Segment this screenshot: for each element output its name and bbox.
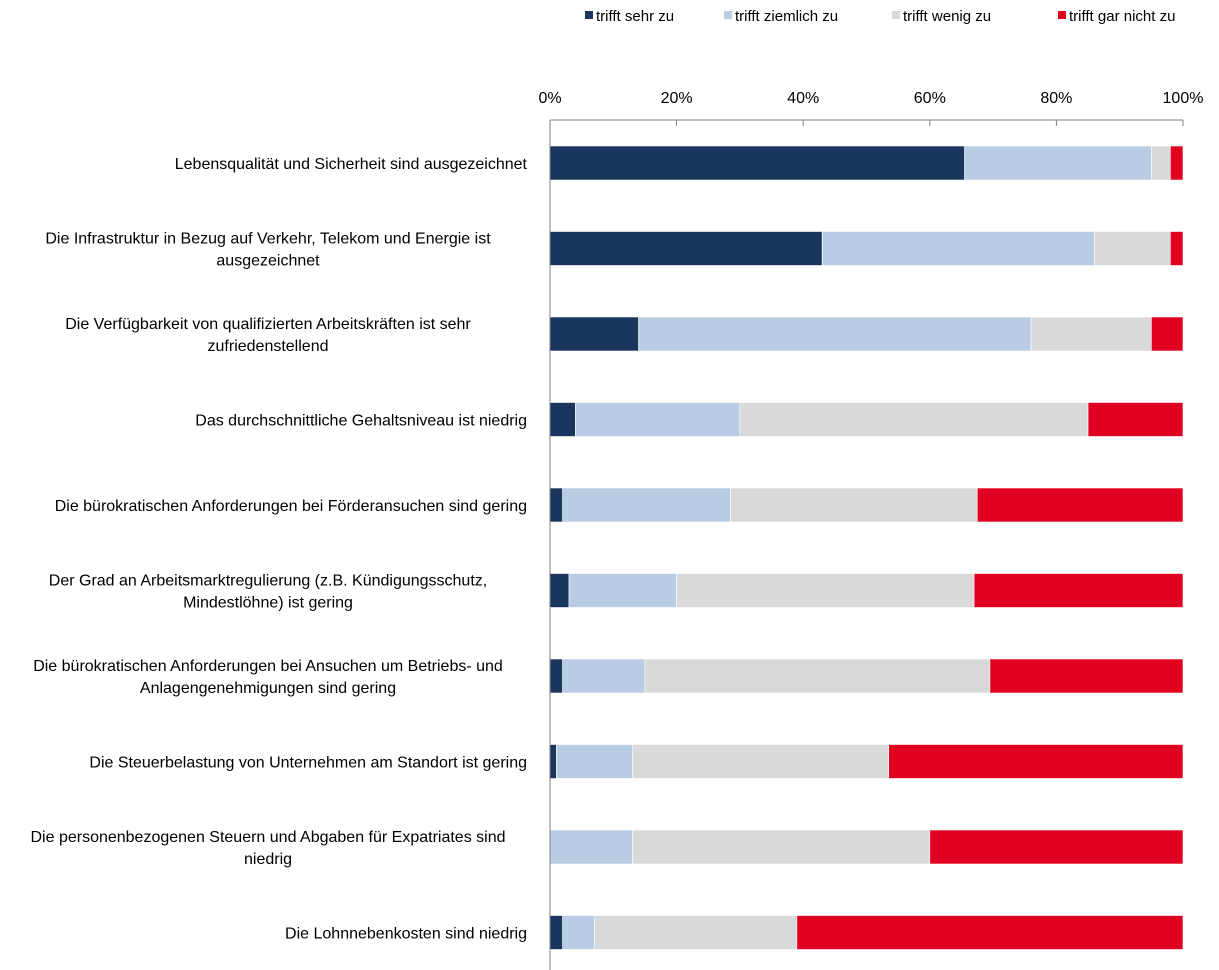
bar-7-3 xyxy=(888,744,1184,779)
bar-4-0 xyxy=(549,487,563,523)
bar-7-0 xyxy=(549,744,557,779)
bar-0-2 xyxy=(1151,145,1171,181)
bar-3-2 xyxy=(739,402,1089,437)
bar-7-1 xyxy=(556,744,633,779)
legend-swatch-0 xyxy=(585,11,593,19)
legend-label-1: trifft ziemlich zu xyxy=(735,8,838,25)
bar-8-3 xyxy=(929,829,1184,865)
bar-0-1 xyxy=(964,145,1152,181)
bar-9-1 xyxy=(562,915,595,950)
bars xyxy=(549,145,1184,950)
category-label-2: Die Verfügbarkeit von qualifizierten Arb… xyxy=(65,316,471,355)
bar-0-3 xyxy=(1170,145,1184,181)
bar-5-2 xyxy=(676,573,975,608)
bar-4-1 xyxy=(562,487,731,523)
bar-9-3 xyxy=(796,915,1184,950)
bar-2-3 xyxy=(1151,316,1184,352)
bar-8-2 xyxy=(631,829,931,865)
bar-6-2 xyxy=(644,658,991,694)
x-axis: 0% 20% 40% 60% 80% 100% xyxy=(538,90,1203,126)
bar-5-3 xyxy=(973,573,1184,608)
category-label-0: Lebensqualität und Sicherheit sind ausge… xyxy=(175,156,528,173)
bar-1-0 xyxy=(549,231,823,266)
category-labels: Lebensqualität und Sicherheit sind ausge… xyxy=(30,156,527,943)
bar-8-1 xyxy=(549,829,633,865)
bar-3-0 xyxy=(549,402,576,437)
legend-label-2: trifft wenig zu xyxy=(903,8,991,25)
category-label-4: Die bürokratischen Anforderungen bei För… xyxy=(55,498,527,515)
x-tick-label-4: 80% xyxy=(1040,90,1072,107)
category-label-6: Die bürokratischen Anforderungen bei Ans… xyxy=(33,658,503,697)
bar-5-1 xyxy=(568,573,677,608)
bar-6-0 xyxy=(549,658,563,694)
category-label-3: Das durchschnittliche Gehaltsniveau ist … xyxy=(195,413,527,430)
bar-3-3 xyxy=(1087,402,1184,437)
legend-label-3: trifft gar nicht zu xyxy=(1069,8,1175,25)
bar-6-3 xyxy=(989,658,1184,694)
bar-1-3 xyxy=(1170,231,1184,266)
x-tick-label-0: 0% xyxy=(538,90,561,107)
bar-2-0 xyxy=(549,316,639,352)
x-tick-label-3: 60% xyxy=(914,90,946,107)
category-label-5: Der Grad an Arbeitsmarktregulierung (z.B… xyxy=(49,573,487,612)
bar-9-0 xyxy=(549,915,563,950)
category-label-7: Die Steuerbelastung von Unternehmen am S… xyxy=(89,755,527,772)
bar-2-2 xyxy=(1030,316,1152,352)
bar-5-0 xyxy=(549,573,570,608)
bar-1-2 xyxy=(1094,231,1171,266)
bar-6-1 xyxy=(562,658,646,694)
legend-swatch-1 xyxy=(724,11,732,19)
bar-4-3 xyxy=(976,487,1184,523)
legend-swatch-3 xyxy=(1058,11,1066,19)
bar-4-2 xyxy=(730,487,978,523)
legend-swatch-2 xyxy=(892,11,900,19)
legend: trifft sehr zu trifft ziemlich zu trifft w… xyxy=(585,8,1175,25)
bar-0-0 xyxy=(549,145,965,181)
bar-2-1 xyxy=(638,316,1032,352)
category-label-1: Die Infrastruktur in Bezug auf Verkehr, … xyxy=(45,231,491,270)
bar-3-1 xyxy=(575,402,741,437)
x-tick-label-1: 20% xyxy=(661,90,693,107)
bar-1-1 xyxy=(821,231,1095,266)
category-label-9: Die Lohnnebenkosten sind niedrig xyxy=(285,926,527,943)
x-tick-label-2: 40% xyxy=(787,90,819,107)
legend-label-0: trifft sehr zu xyxy=(596,8,674,25)
bar-7-2 xyxy=(631,744,889,779)
bar-9-2 xyxy=(594,915,798,950)
x-tick-label-5: 100% xyxy=(1163,90,1204,107)
category-label-8: Die personenbezogenen Steuern und Abgabe… xyxy=(30,829,505,868)
